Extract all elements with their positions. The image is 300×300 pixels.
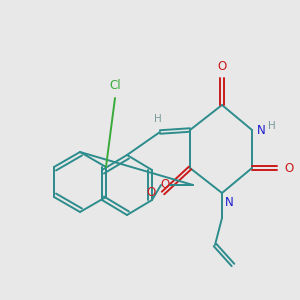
Text: N: N bbox=[225, 196, 234, 209]
Text: Cl: Cl bbox=[109, 79, 121, 92]
Text: N: N bbox=[257, 124, 266, 136]
Text: O: O bbox=[218, 60, 226, 73]
Text: O: O bbox=[147, 187, 156, 200]
Text: H: H bbox=[154, 114, 162, 124]
Text: O: O bbox=[284, 161, 293, 175]
Text: H: H bbox=[268, 121, 276, 131]
Text: O: O bbox=[160, 178, 169, 191]
